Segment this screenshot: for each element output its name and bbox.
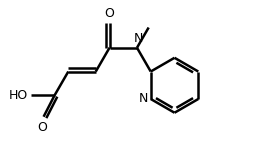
- Text: N: N: [138, 93, 148, 105]
- Text: O: O: [105, 7, 115, 20]
- Text: HO: HO: [9, 89, 28, 102]
- Text: O: O: [37, 121, 47, 134]
- Text: N: N: [134, 32, 143, 45]
